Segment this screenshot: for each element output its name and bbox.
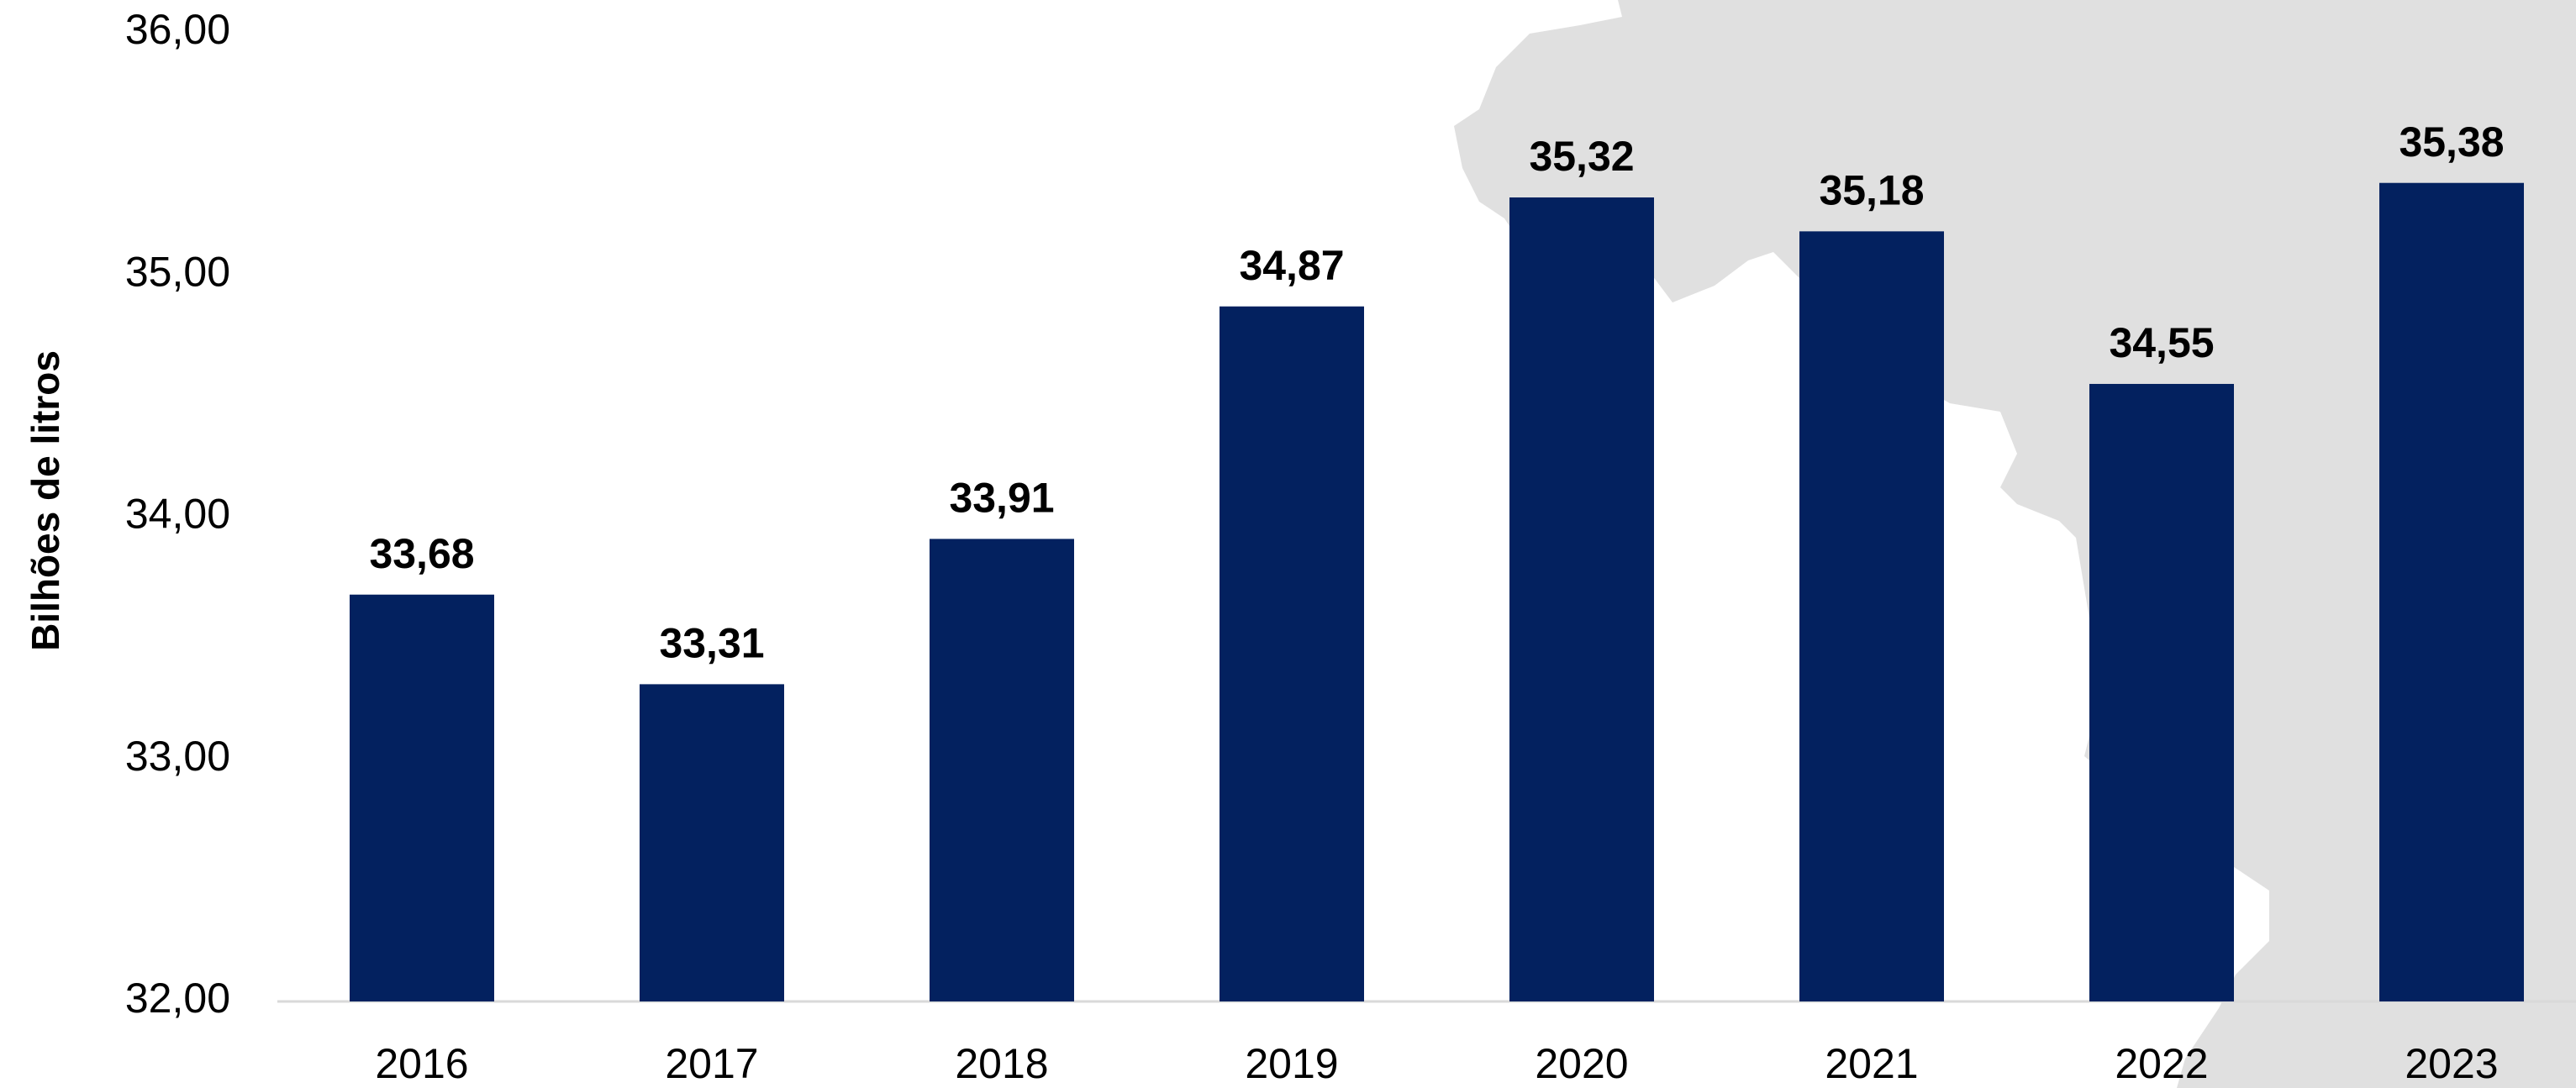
- data-label: 35,38: [2399, 118, 2504, 166]
- bar: [930, 539, 1074, 1001]
- x-tick-label: 2021: [1825, 1040, 1918, 1087]
- y-axis-title: Bilhões de litros: [24, 350, 67, 651]
- y-tick-label: 35,00: [125, 248, 230, 295]
- y-tick-label: 34,00: [125, 491, 230, 538]
- y-tick-label: 32,00: [125, 975, 230, 1022]
- x-tick-label: 2019: [1245, 1040, 1338, 1087]
- y-tick-label: 33,00: [125, 733, 230, 780]
- bar: [2379, 182, 2524, 1002]
- x-tick-label: 2017: [665, 1040, 758, 1087]
- bar: [350, 594, 494, 1001]
- data-label: 33,31: [659, 620, 764, 667]
- background-map: [1454, 0, 2576, 1088]
- data-label: 35,32: [1529, 133, 1634, 180]
- data-label: 34,55: [2109, 319, 2214, 366]
- bar: [1509, 197, 1654, 1001]
- x-tick-label: 2023: [2405, 1040, 2498, 1087]
- bar: [640, 684, 784, 1001]
- bar: [2089, 383, 2234, 1001]
- x-tick-label: 2018: [955, 1040, 1048, 1087]
- data-label: 34,87: [1239, 242, 1344, 289]
- y-tick-label: 36,00: [125, 6, 230, 53]
- x-tick-label: 2022: [2115, 1040, 2208, 1087]
- x-tick-label: 2016: [375, 1040, 468, 1087]
- bar: [1799, 231, 1944, 1001]
- bar: [1220, 306, 1364, 1001]
- data-label: 35,18: [1819, 167, 1924, 214]
- data-label: 33,91: [949, 475, 1054, 522]
- data-label: 33,68: [369, 530, 474, 577]
- x-tick-label: 2020: [1535, 1040, 1628, 1087]
